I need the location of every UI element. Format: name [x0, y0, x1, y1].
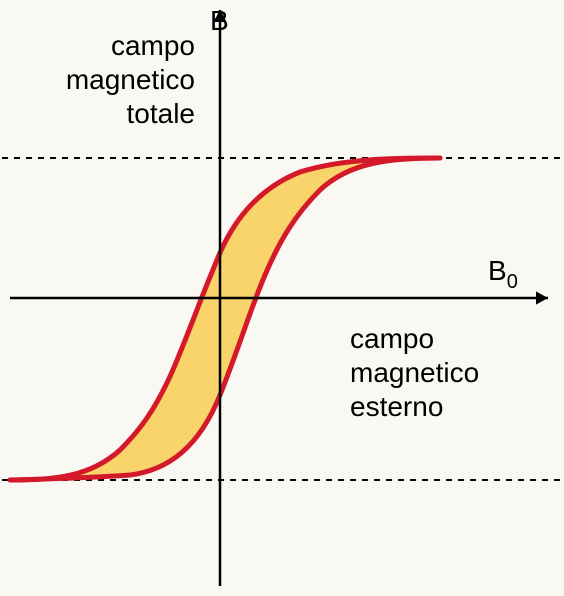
- svg-text:campo: campo: [350, 323, 434, 354]
- hysteresis-diagram: BB0campomagneticototalecampomagneticoest…: [0, 0, 564, 596]
- svg-text:totale: totale: [127, 98, 196, 129]
- svg-text:B: B: [210, 5, 229, 36]
- svg-text:magnetico: magnetico: [66, 64, 195, 95]
- svg-text:esterno: esterno: [350, 391, 443, 422]
- svg-text:campo: campo: [111, 30, 195, 61]
- diagram-svg: BB0campomagneticototalecampomagneticoest…: [0, 0, 564, 596]
- svg-text:magnetico: magnetico: [350, 357, 479, 388]
